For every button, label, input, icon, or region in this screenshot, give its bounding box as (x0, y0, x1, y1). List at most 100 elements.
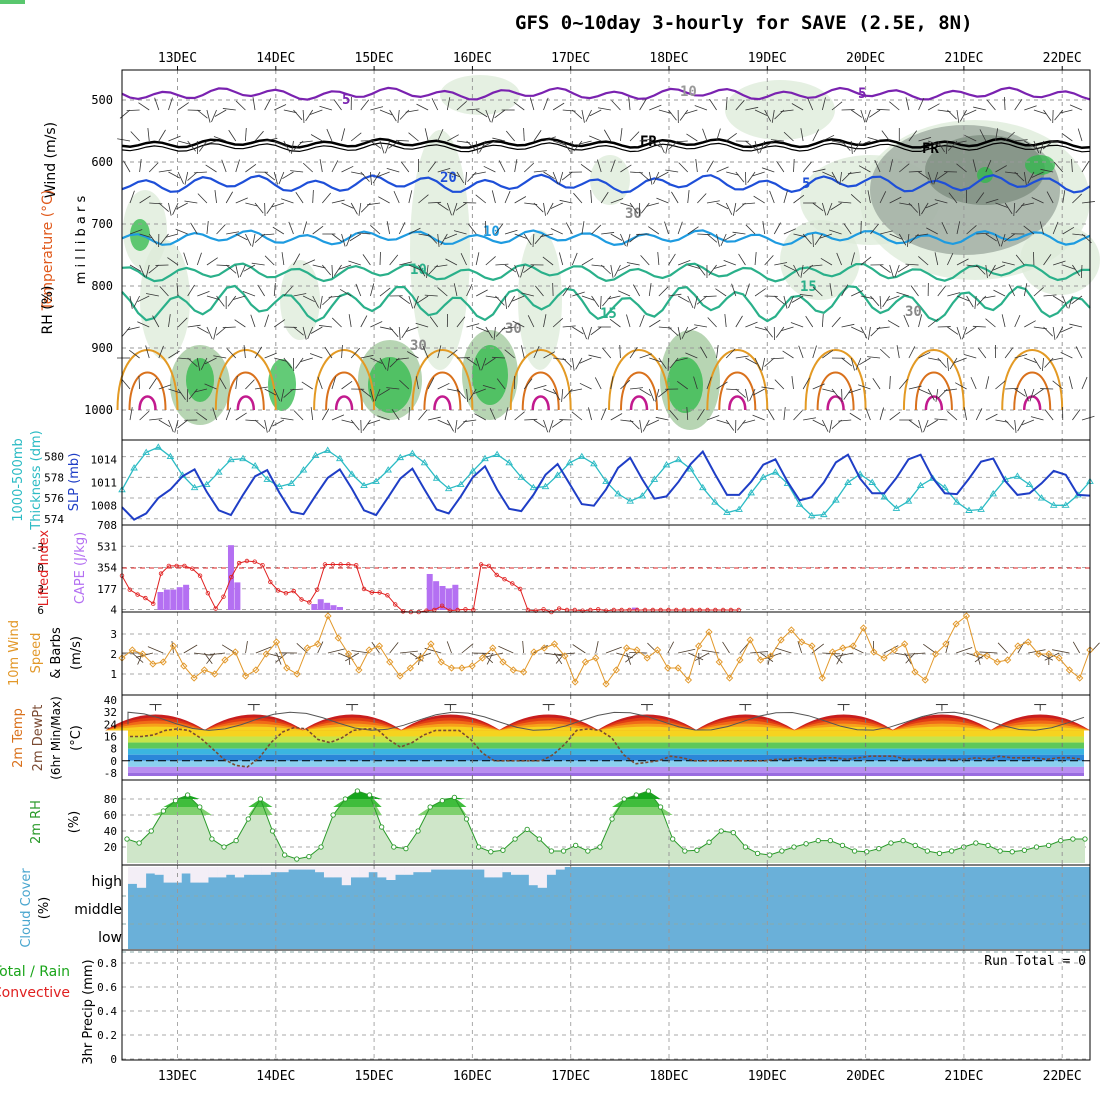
li-point (502, 577, 507, 582)
temp-hump (400, 726, 501, 731)
wind-barb (183, 644, 198, 654)
wind-barb (928, 357, 941, 361)
wind-barb (319, 105, 333, 111)
isotherm-25 (509, 349, 572, 411)
wind-barb (774, 379, 785, 390)
wind-barb (918, 256, 929, 266)
wind-barb (964, 109, 977, 116)
wind-label4: (m/s) (69, 636, 84, 670)
wind-barb (139, 159, 142, 173)
wind-barb (395, 357, 409, 360)
wind-barb (964, 134, 977, 142)
y-tick-label: 1000 (84, 403, 113, 417)
wind-barb (362, 254, 371, 266)
wind-point (211, 670, 219, 678)
wind-barb (735, 171, 745, 183)
wind-barb (264, 314, 270, 328)
wind-barb (934, 252, 939, 266)
wind-barb (1030, 416, 1044, 421)
wind-barb (620, 379, 631, 390)
wind-barb (370, 171, 372, 185)
wind-barb (822, 171, 835, 178)
wind-barb (831, 101, 843, 111)
wind-barb (867, 190, 871, 204)
wind-barb (245, 202, 259, 207)
wind-barb (754, 326, 768, 331)
date-label-top: 20DEC (846, 51, 885, 66)
wind-barb (793, 410, 803, 421)
rh-point (573, 842, 579, 849)
wind-barb (272, 419, 285, 427)
wind-barb (851, 326, 864, 333)
wind-tick: 2 (110, 648, 117, 661)
thickness-label2: Thickness (dm) (29, 430, 44, 530)
thickness-label-group2: Thickness (dm) (29, 430, 44, 530)
thickness-tick: 580 (44, 451, 64, 464)
thickness-tick: 574 (44, 513, 64, 526)
wind-barb (165, 233, 179, 238)
li-point (346, 562, 351, 567)
wind-barb (821, 314, 824, 328)
wind-barb (226, 231, 240, 235)
wind-barb (454, 419, 458, 433)
wind-barb (453, 230, 467, 235)
wind-barb (745, 106, 759, 111)
date-label-bottom: 19DEC (748, 1069, 787, 1084)
wind-barb (764, 357, 775, 367)
wind-barb (1008, 284, 1016, 297)
wind-point (561, 652, 569, 660)
wind-barb (681, 326, 689, 339)
wind-barb (640, 255, 650, 266)
wind-barb (399, 109, 410, 120)
wind-barb (523, 162, 535, 173)
wind-barb (945, 140, 948, 154)
wind-barb (559, 199, 573, 204)
precip-label-group: 3hr Precip (mm) (81, 959, 96, 1064)
wind-barb (1077, 128, 1083, 142)
wind-barb (1044, 357, 1054, 368)
wind-point (303, 644, 311, 652)
wind-barb (1068, 295, 1073, 309)
panel-frame (121, 439, 1091, 526)
wind-barb (830, 202, 842, 211)
wind-barb (546, 202, 554, 215)
wind-barb (302, 259, 316, 266)
cape-bar (631, 607, 638, 610)
cape-tick: 708 (97, 519, 117, 532)
wind-barb (812, 419, 825, 427)
wind-point (715, 658, 723, 666)
y-tick-label: 600 (91, 155, 113, 169)
wind-barb (935, 388, 939, 402)
wind-barb (640, 202, 650, 214)
wind-barb (393, 190, 400, 204)
wind-barb (701, 649, 720, 654)
wind-barb (1023, 225, 1035, 235)
wind-barb (841, 323, 855, 328)
wind-barb (803, 417, 817, 421)
wind-barb (513, 101, 525, 111)
wind-barb (966, 652, 983, 659)
wind-barb (629, 651, 648, 654)
cloud-level-label: low (98, 930, 122, 946)
wind-barb (747, 171, 756, 183)
wind-barb (302, 221, 308, 235)
wind-barb (985, 264, 988, 278)
wind-barb (1062, 226, 1075, 235)
thickness-point (590, 459, 598, 467)
wind-barb (562, 285, 571, 297)
wind-barb (245, 233, 252, 246)
wind-barb (821, 97, 826, 111)
wind-barb (626, 652, 632, 665)
thickness-point (892, 504, 901, 511)
wind-barb (669, 357, 679, 369)
wind-barb (293, 253, 301, 266)
wind-barb (280, 388, 285, 402)
wind-barb (205, 164, 217, 173)
li-point (338, 562, 343, 567)
wind-barb (418, 233, 432, 237)
wind-barb (879, 264, 891, 273)
wind-point (643, 654, 651, 662)
rh-point (160, 808, 167, 814)
wind-barb (648, 226, 660, 235)
wind-barb (204, 357, 217, 365)
